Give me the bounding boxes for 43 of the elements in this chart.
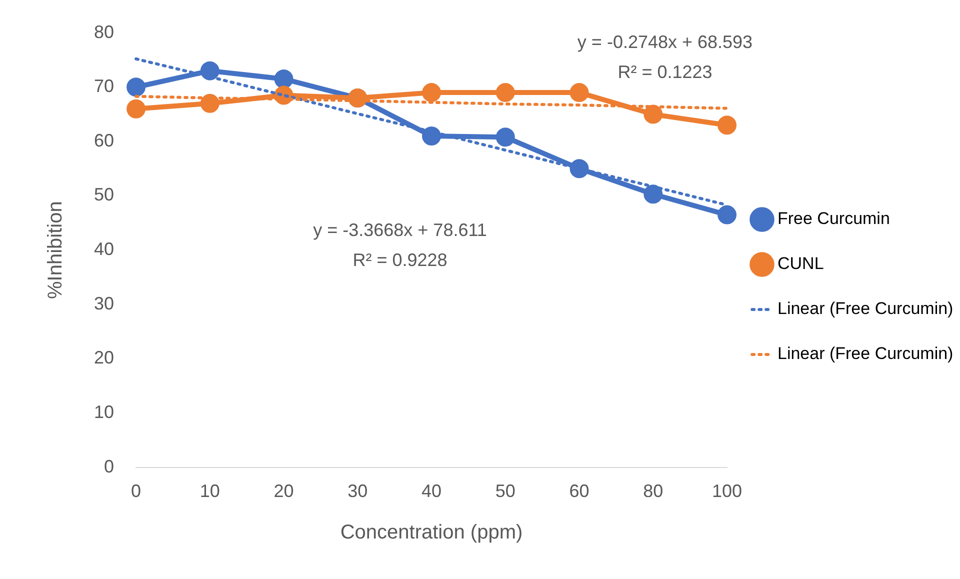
point <box>570 83 589 102</box>
point <box>644 184 663 204</box>
legend-label: CUNL <box>778 254 824 274</box>
x-tick-label: 40 <box>421 481 442 502</box>
point <box>200 94 220 113</box>
y-tick-label: 30 <box>94 293 114 314</box>
point <box>496 83 515 102</box>
y-tick-label: 20 <box>94 348 114 368</box>
x-tick-label: 30 <box>348 481 368 502</box>
y-tick-label: 40 <box>94 239 114 260</box>
annotation: R² = 0.9228 <box>352 250 448 271</box>
point <box>718 205 736 224</box>
x-tick-label: 100 <box>712 481 742 502</box>
point <box>496 128 515 147</box>
y-axis-title: %Inhibition <box>44 201 67 300</box>
y-tick-label: 70 <box>94 76 114 96</box>
point <box>200 61 220 80</box>
point <box>644 104 663 124</box>
y-tick-label: 60 <box>94 130 114 150</box>
annotation: y = -3.3668x + 78.611 <box>313 220 487 241</box>
point <box>718 116 736 135</box>
x-tick-label: 80 <box>643 481 664 502</box>
x-tick-label: 20 <box>274 481 294 502</box>
y-tick-label: 0 <box>104 456 114 476</box>
legend-label: Linear (Free Curcumin) <box>778 344 954 364</box>
y-tick-label: 10 <box>94 402 114 422</box>
point <box>126 78 146 97</box>
annotation: y = -0.2748x + 68.593 <box>577 32 753 53</box>
x-axis-title: Concentration (ppm) <box>340 522 523 544</box>
annotation: R² = 0.1223 <box>618 62 712 83</box>
x-tick-label: 10 <box>200 481 220 502</box>
legend-label: Free Curcumin <box>778 209 890 228</box>
x-tick-label: 0 <box>131 481 142 502</box>
x-tick-label: 60 <box>569 481 590 502</box>
x-tick-label: 50 <box>495 481 516 502</box>
point <box>422 126 442 146</box>
point <box>422 83 442 102</box>
y-tick-label: 50 <box>94 184 114 205</box>
legend-label: Linear (Free Curcumin) <box>778 299 954 318</box>
point <box>570 159 589 178</box>
point <box>126 99 146 118</box>
y-tick-label: 80 <box>94 22 114 42</box>
point <box>274 69 294 88</box>
